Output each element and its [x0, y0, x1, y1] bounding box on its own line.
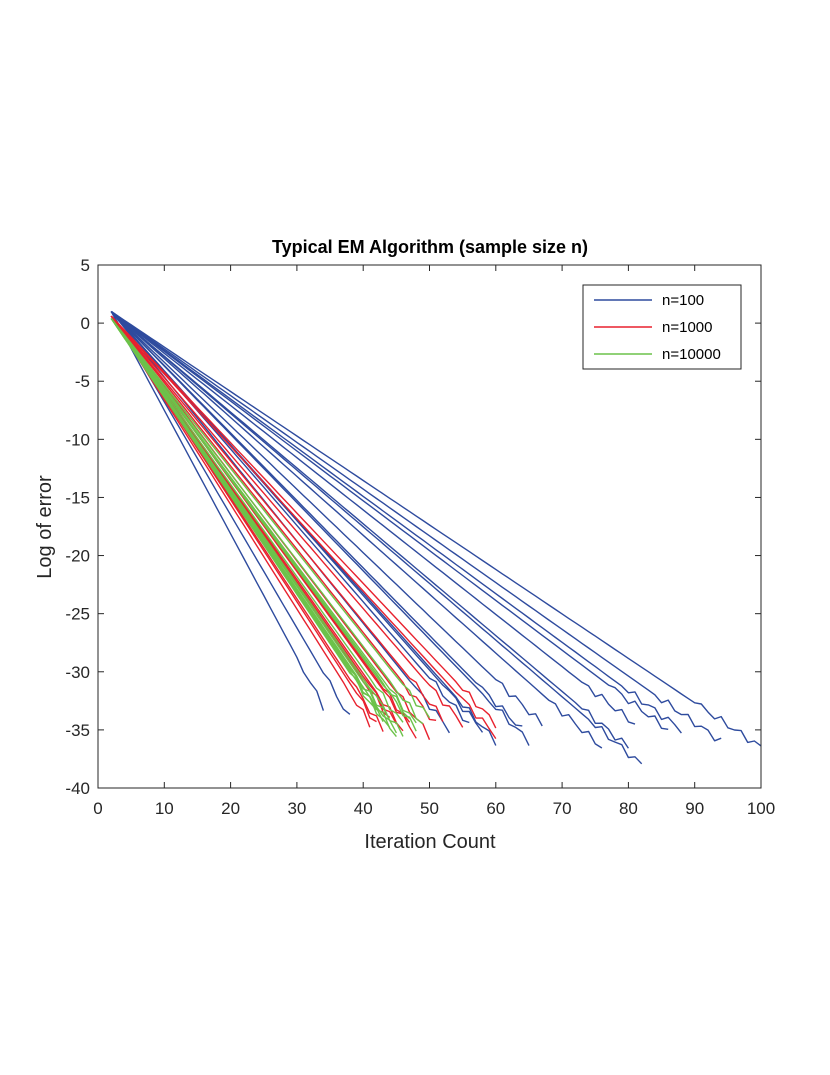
- series-line: [110, 310, 762, 747]
- series-line: [110, 311, 530, 746]
- y-tick-label: 0: [81, 314, 90, 333]
- tick-layer: 0 10 20 30 40 50 60 70 80 90 10050-5-10-15-20-25-3…: [65, 256, 775, 818]
- x-tick-label: 50: [420, 799, 439, 818]
- y-tick-label: -25: [65, 605, 90, 624]
- y-tick-label: -10: [65, 430, 90, 449]
- chart-title: Typical EM Algorithm (sample size n): [272, 237, 588, 257]
- series-line: [110, 311, 325, 711]
- y-tick-label: -30: [65, 663, 90, 682]
- legend: n=100 n=1000 n=10000: [582, 284, 742, 370]
- series-line: [110, 310, 682, 734]
- series-n-10000: [110, 318, 431, 738]
- legend-label: n=100: [662, 292, 704, 309]
- series-line: [110, 310, 543, 727]
- x-tick-label: 10: [155, 799, 174, 818]
- series-line: [110, 315, 497, 739]
- series-line: [110, 318, 417, 732]
- series-line: [110, 315, 497, 729]
- series-line: [110, 318, 397, 738]
- series-line: [110, 318, 424, 725]
- y-tick-label: -5: [75, 372, 90, 391]
- series-line: [110, 318, 404, 737]
- legend-label: n=1000: [662, 319, 712, 336]
- x-tick-label: 70: [553, 799, 572, 818]
- y-tick-label: -15: [65, 488, 90, 507]
- series-line: [110, 315, 444, 722]
- x-tick-label: 20: [221, 799, 240, 818]
- x-tick-label: 100: [747, 799, 775, 818]
- x-tick-label: 60: [486, 799, 505, 818]
- series-line: [110, 315, 437, 721]
- series-n-100: [110, 310, 762, 765]
- series-line: [110, 310, 643, 765]
- series-layer: [110, 310, 762, 765]
- series-line: [110, 318, 404, 723]
- y-tick-label: -20: [65, 547, 90, 566]
- x-tick-label: 40: [354, 799, 373, 818]
- legend-label: n=10000: [662, 346, 721, 363]
- x-tick-label: 90: [685, 799, 704, 818]
- x-tick-label: 30: [287, 799, 306, 818]
- series-line: [110, 310, 722, 742]
- x-tick-label: 80: [619, 799, 638, 818]
- x-tick-label: 0: [93, 799, 102, 818]
- series-line: [110, 311, 523, 727]
- y-tick-label: -35: [65, 721, 90, 740]
- series-line: [110, 310, 669, 730]
- series-line: [110, 318, 431, 719]
- series-line: [110, 310, 629, 749]
- series-line: [110, 315, 371, 728]
- series-line: [110, 310, 603, 749]
- y-axis-label: Log of error: [34, 475, 56, 579]
- y-tick-label: 5: [81, 256, 90, 275]
- series-line: [110, 315, 464, 728]
- x-axis-label: Iteration Count: [364, 831, 496, 853]
- y-tick-label: -40: [65, 779, 90, 798]
- series-line: [110, 310, 636, 725]
